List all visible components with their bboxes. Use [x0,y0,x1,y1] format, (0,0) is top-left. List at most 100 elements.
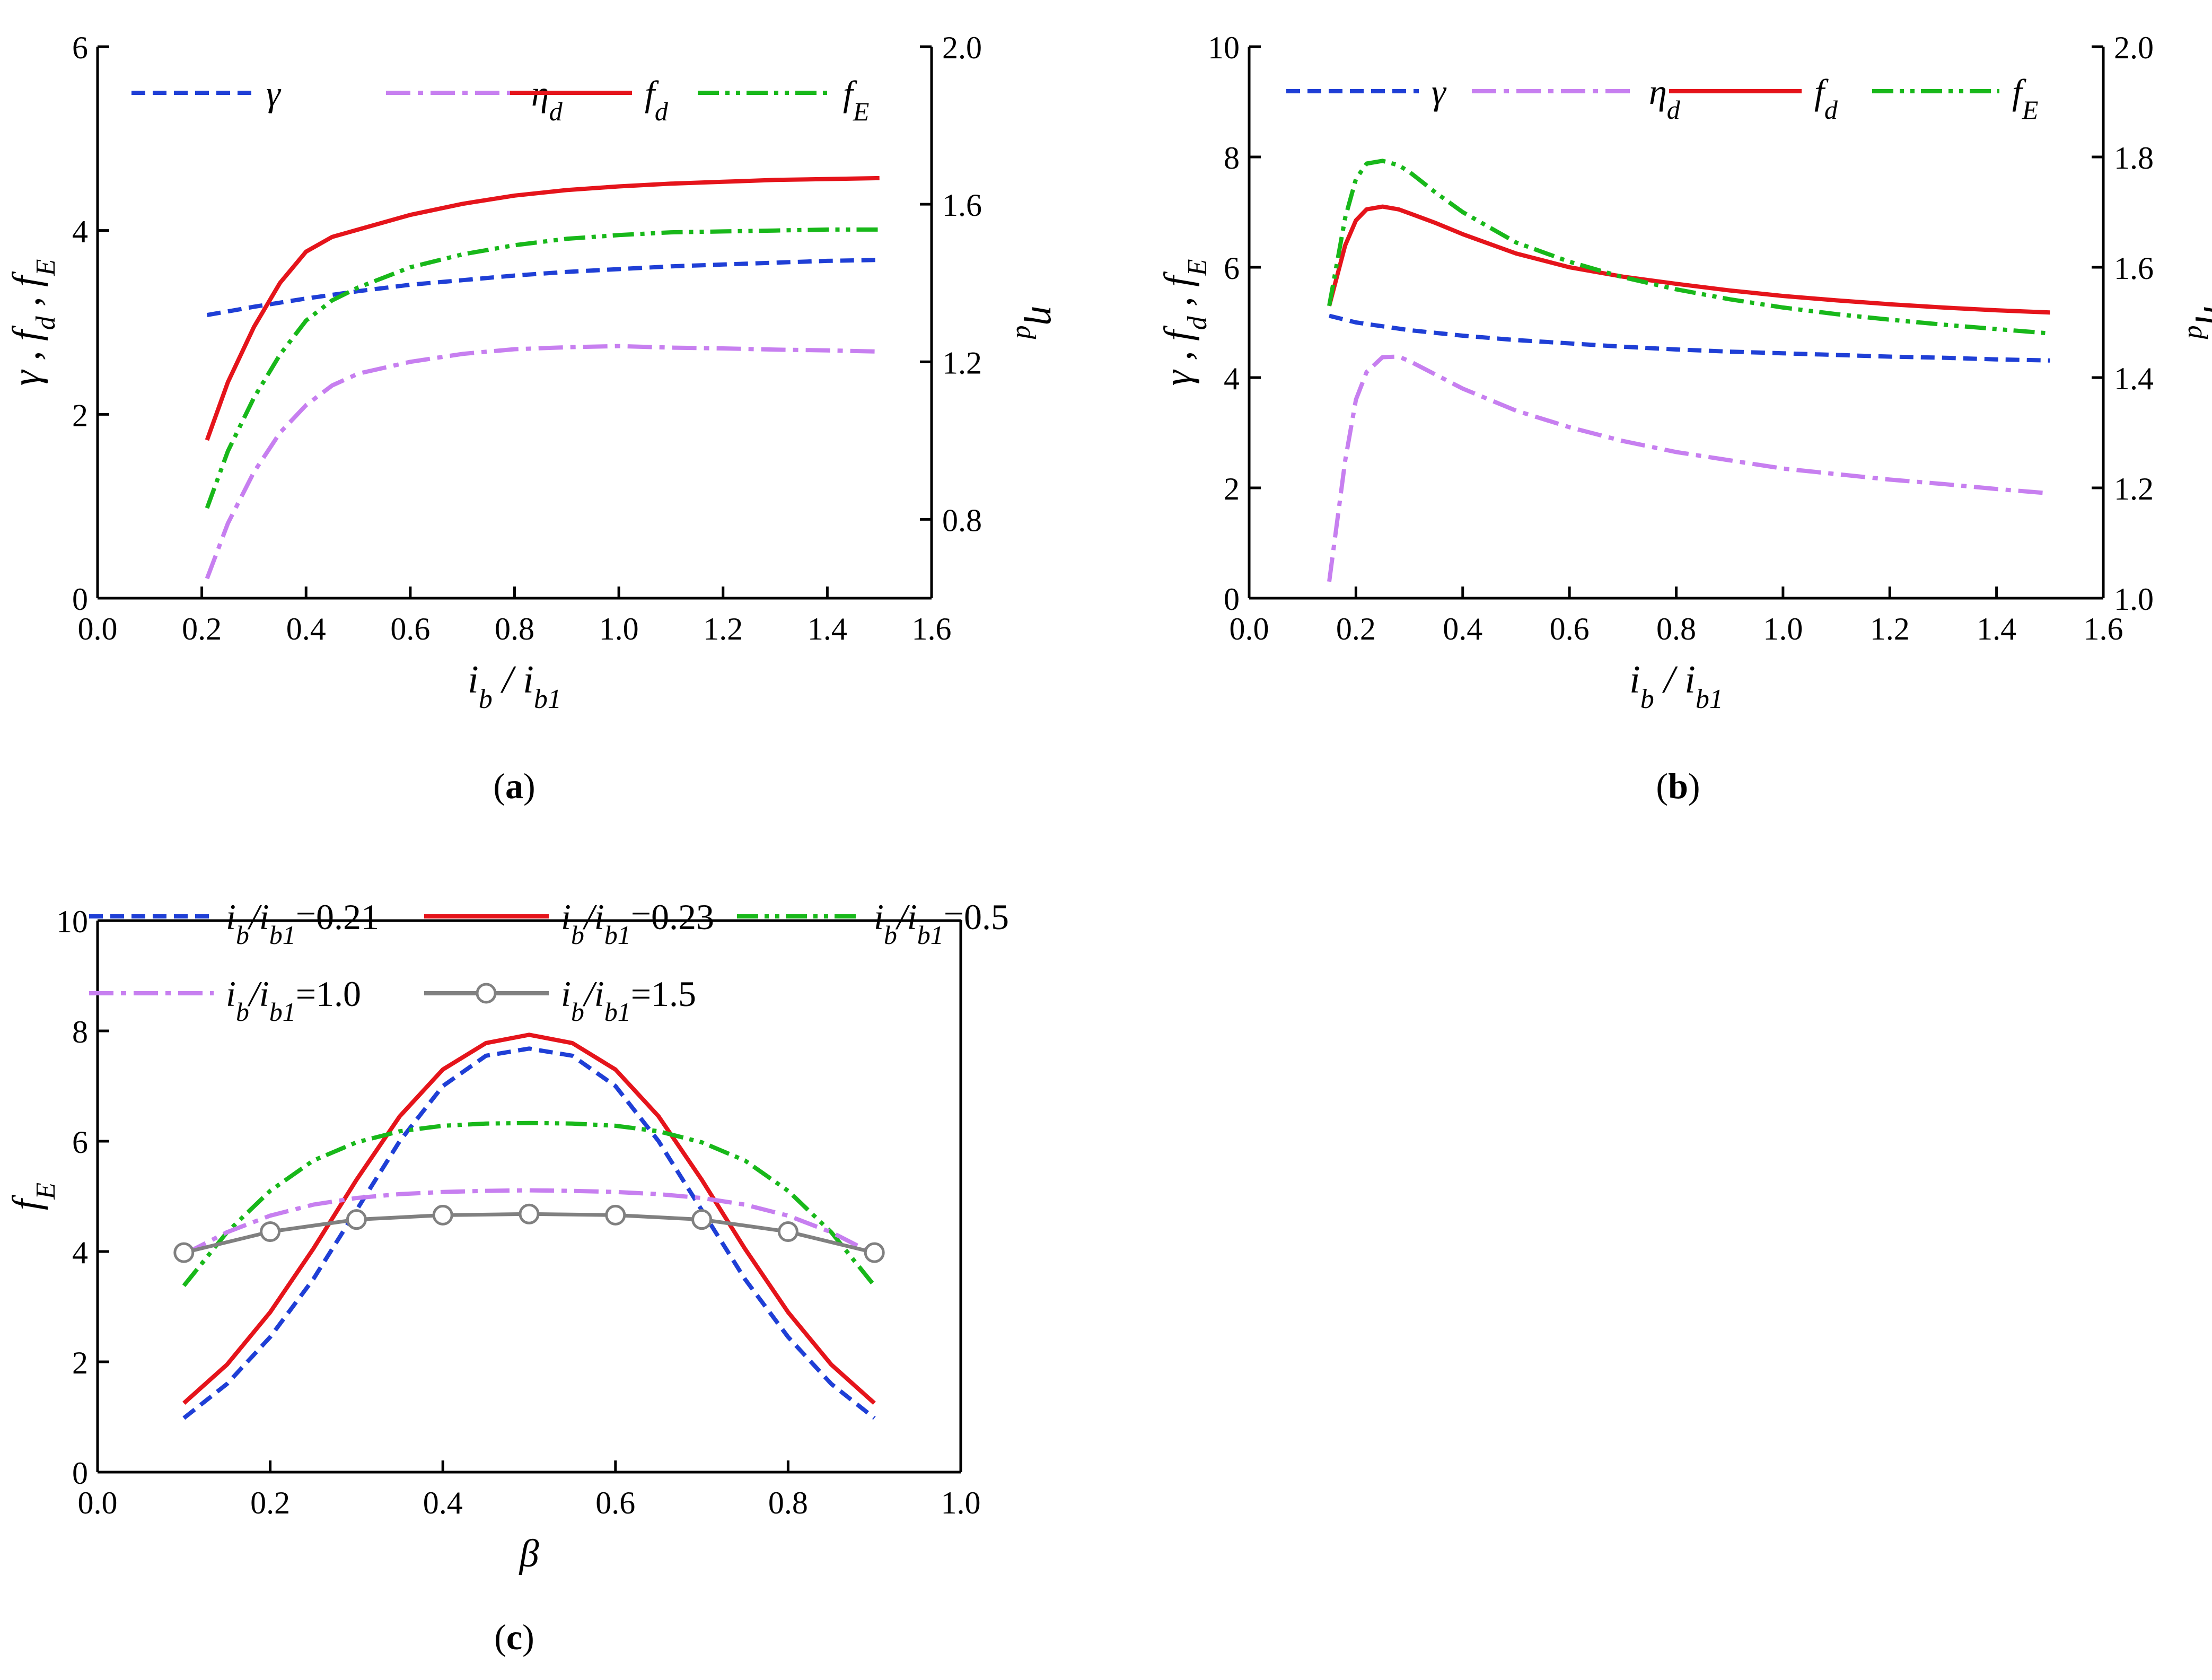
x-tick-label: 1.0 [941,1485,981,1520]
x-tick-label: 0.0 [78,611,118,646]
legend-marker-4 [476,983,497,1004]
legend-label-1: ηd [531,73,563,126]
y-right-tick-label: 1.8 [2114,141,2154,176]
series-marker-4 [432,1204,453,1226]
y-left-tick-label: 2 [72,398,88,433]
x-tick-label: 0.0 [78,1485,118,1520]
y-right-tick-label: 2.0 [2114,30,2154,65]
x-tick-label: 1.0 [599,611,639,646]
y-left-tick-label: 8 [72,1014,88,1049]
legend-label-4: ib/ib1=1.5 [561,974,696,1027]
y-axis-right-label: ηd [2183,306,2212,340]
legend-label-0: γ [1432,72,1447,112]
legend-label-0: ib/ib1=0.21 [226,897,379,950]
x-tick-label: 0.2 [182,611,222,646]
series-line-3 [182,1188,876,1256]
y-axis-left-label: fE [5,1183,61,1210]
x-tick-label: 1.4 [1977,611,2016,646]
y-left-tick-label: 0 [72,1456,88,1491]
legend-label-3: ib/ib1=1.0 [226,974,361,1027]
x-tick-label: 1.2 [703,611,743,646]
x-tick-label: 0.8 [495,611,534,646]
y-left-tick-label: 4 [72,1235,88,1270]
x-tick-label: 1.6 [2084,611,2123,646]
series-line-1 [205,344,880,580]
series-line-0 [206,258,880,318]
y-left-tick-label: 8 [1224,141,1240,176]
series-line-0 [1329,313,2050,363]
x-tick-label: 1.2 [1870,611,1910,646]
series-marker-4 [691,1209,713,1230]
series-marker-4 [260,1221,281,1242]
y-left-tick-label: 6 [1224,251,1240,286]
series-marker-4 [605,1204,626,1226]
y-right-tick-label: 1.6 [942,188,982,223]
panel-caption: (b) [1656,766,1700,806]
x-tick-label: 0.4 [286,611,326,646]
series-marker-4 [346,1209,367,1230]
series-marker-4 [173,1242,195,1263]
y-right-tick-label: 0.8 [942,503,982,538]
series-line-2 [182,1121,876,1288]
x-tick-label: 0.6 [1550,611,1590,646]
y-left-tick-label: 4 [72,214,88,249]
x-tick-label: 1.0 [1763,611,1803,646]
legend-label-2: ib/ib1=0.5 [874,897,1009,950]
x-tick-label: 0.8 [768,1485,808,1520]
legend-label-1: ib/ib1=0.23 [561,897,714,950]
series-line-3 [1327,159,2050,336]
y-right-tick-label: 1.4 [2114,361,2154,396]
legend-label-3: fE [843,73,869,126]
y-right-tick-label: 1.6 [2114,251,2154,286]
x-tick-label: 0.2 [250,1485,290,1520]
legend-label-2: fd [645,73,669,126]
panel-caption: (a) [493,766,535,806]
y-right-tick-label: 1.2 [942,345,982,380]
series-marker-4 [519,1203,540,1224]
panel-b: 0.0 0.2 0.4 0.6 0.8 1.0 1.2 1.4 1.6 0 2 4 6 8 10 1.0 1.2… [1156,30,2212,806]
y-axis-right-label: ηd [1011,306,1067,340]
x-axis-label: ib / ib1 [1629,658,1723,714]
x-tick-label: 0.4 [1443,611,1482,646]
y-right-tick-label: 1.2 [2114,471,2154,506]
x-tick-label: 1.4 [807,611,847,646]
x-axis-label: ib / ib1 [468,658,561,714]
panel-caption: (c) [494,1617,534,1657]
y-right-tick-label: 1.0 [2114,582,2154,617]
x-tick-label: 0.0 [1230,611,1269,646]
legend-label-2: fd [1814,72,1838,125]
legend-label-3: fE [2012,72,2038,125]
series-line-2 [205,176,880,441]
x-tick-label: 0.6 [595,1485,635,1520]
y-left-tick-label: 0 [72,582,88,617]
series-marker-4 [777,1221,798,1242]
series-marker-4 [864,1242,885,1263]
x-tick-label: 0.4 [423,1485,463,1520]
series-line-1 [182,1032,876,1405]
y-left-tick-label: 6 [72,30,88,65]
y-left-tick-label: 2 [72,1345,88,1380]
x-tick-label: 0.2 [1336,611,1376,646]
y-left-tick-label: 6 [72,1125,88,1160]
y-left-tick-label: 10 [56,904,88,939]
panel-a: 0.0 0.2 0.4 0.6 0.8 1.0 1.2 1.4 1.6 0 2 4 6 0.8 1.2 1.6… [5,30,1067,806]
y-right-tick-label: 2.0 [942,30,982,65]
x-axis-label: β [519,1532,539,1576]
y-axis-left-label: γ , fd , fE [1156,259,1213,386]
series-line-1 [1327,354,2050,582]
series-line-3 [205,227,880,509]
legend-label-0: γ [266,73,282,113]
y-left-tick-label: 10 [1208,30,1240,65]
x-tick-label: 0.6 [390,611,430,646]
panel-c: 0.0 0.2 0.4 0.6 0.8 1.0 0 2 4 6 8 10 β fE ib/ib1=0.21 i… [5,897,1009,1657]
y-left-tick-label: 0 [1224,582,1240,617]
series-line-2 [1327,204,2050,315]
legend-label-1: ηd [1649,72,1681,125]
y-left-tick-label: 2 [1224,471,1240,506]
y-axis-left-label: γ , fd , fE [5,259,61,386]
x-tick-label: 0.8 [1656,611,1696,646]
series-line-0 [182,1046,876,1420]
y-left-tick-label: 4 [1224,361,1240,396]
x-tick-label: 1.6 [912,611,952,646]
